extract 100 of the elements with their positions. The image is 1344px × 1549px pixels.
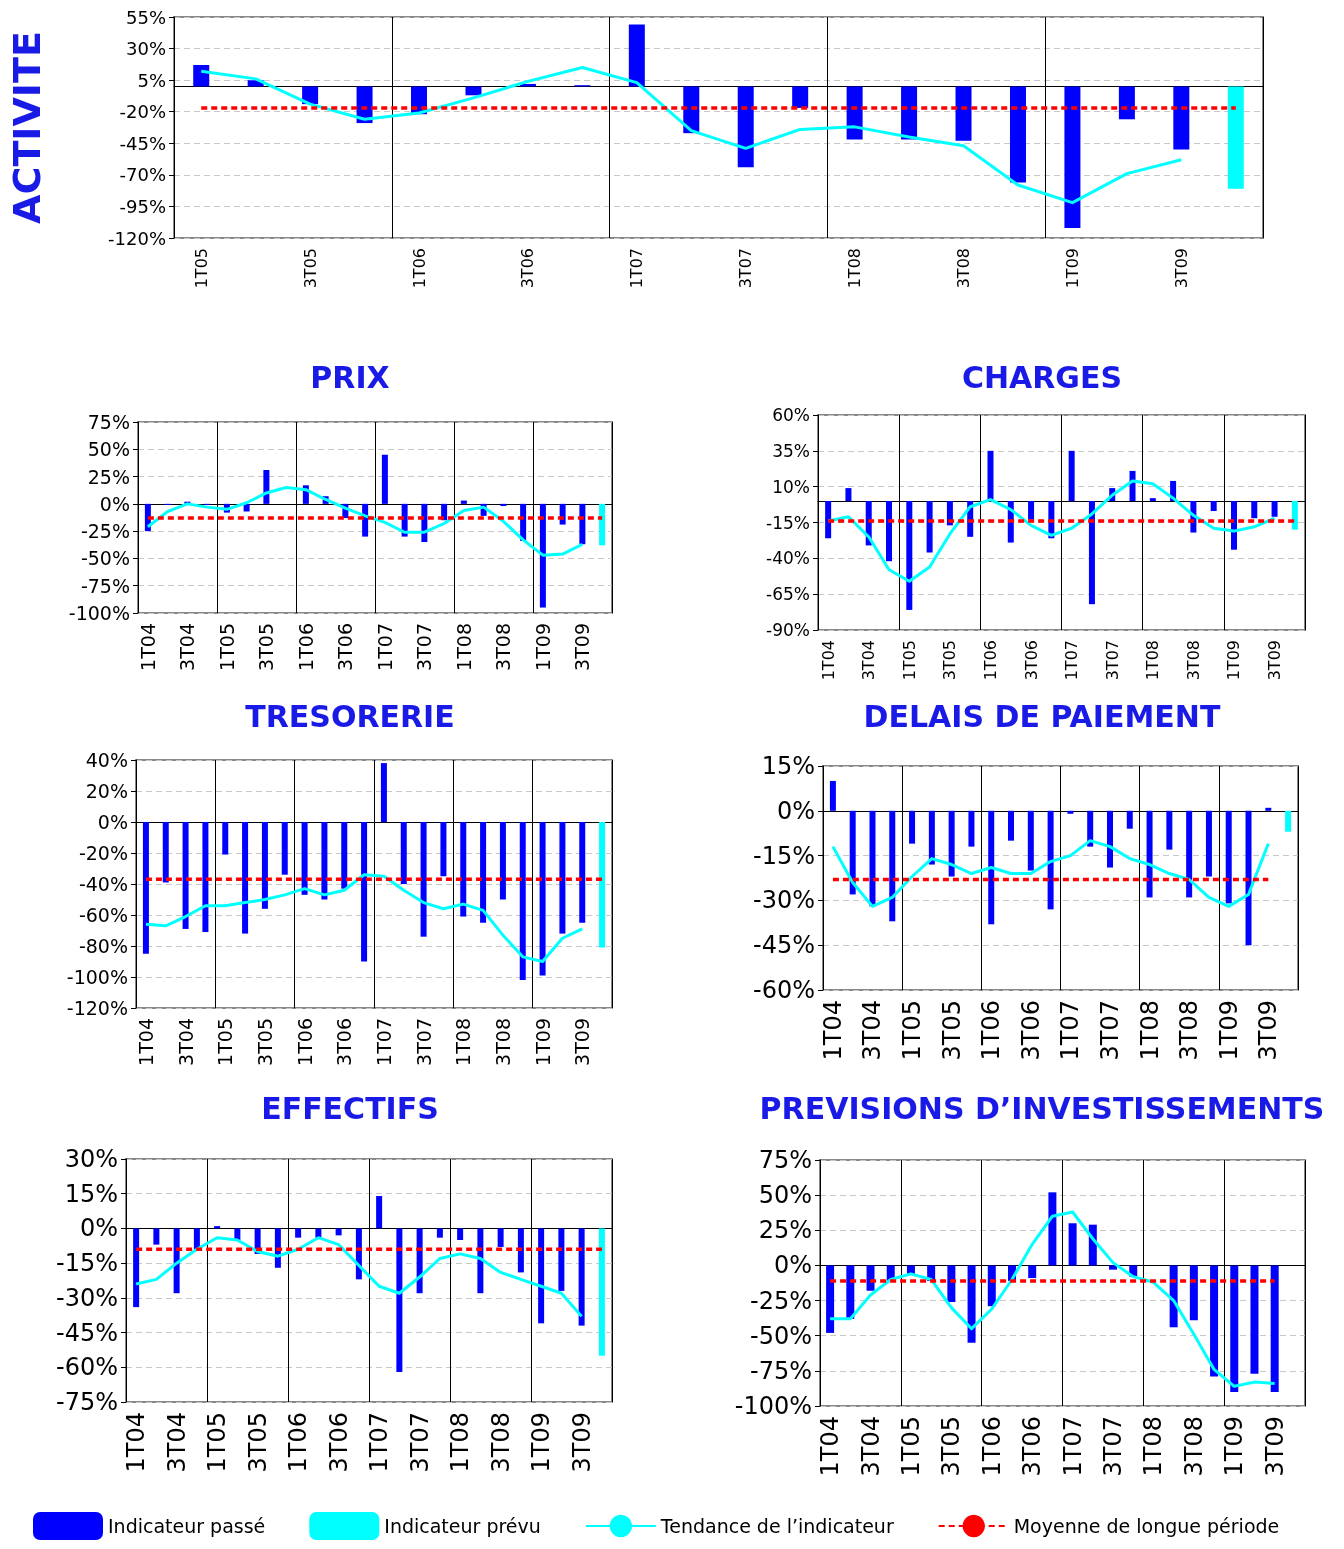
x-tick-label: 1T09 [527,1412,556,1473]
x-tick-label: 3T09 [571,1018,594,1066]
y-tick-label: 40% [85,749,128,771]
x-tick-label: 1T06 [977,1416,1006,1477]
bar [846,86,863,140]
bar [539,503,546,608]
y-tick-label: -45% [55,1318,118,1347]
bar [988,810,995,925]
y-tick-label: 0% [79,1214,118,1243]
y-tick-label: 0% [773,1251,812,1280]
x-tick-label: 3T08 [1175,1000,1204,1061]
bar [909,810,916,844]
x-tick-label: 1T07 [627,248,647,289]
x-tick-label: 1T07 [373,623,396,671]
x-tick-label: 1T08 [452,1018,475,1066]
line-series [144,873,584,963]
y-tick-label: 0% [776,796,815,825]
y-tick-label: -50% [749,1321,812,1350]
x-tick-label: 1T06 [294,623,317,671]
y-tick-label: -65% [766,584,810,605]
bar [436,1228,443,1238]
x-tick-label: 1T05 [203,1412,232,1473]
bar [948,810,955,877]
bar [1189,1265,1198,1321]
bar [538,1228,545,1324]
line-series [146,485,584,557]
x-tick-label: 3T05 [937,1416,966,1477]
x-tick-label: 1T08 [845,248,865,289]
bar [598,1228,605,1356]
bar [295,1228,302,1238]
y-tick-label: -120% [108,227,166,249]
x-tick-label: 3T08 [1183,640,1203,681]
x-tick-label: 1T09 [1214,1000,1243,1061]
bar [1068,1223,1077,1266]
x-tick-label: 1T06 [980,640,1000,681]
x-tick-label: 1T05 [214,1018,237,1066]
bar [599,503,606,546]
bar [1205,810,1212,877]
x-tick-label: 1T07 [1058,1416,1087,1477]
bar [1210,1265,1219,1377]
y-tick-label: 25% [87,465,130,488]
x-tick-label: 1T07 [372,1018,395,1066]
x-tick-label: 3T08 [1179,1416,1208,1477]
bar [1009,86,1026,183]
x-tick-label: 3T05 [937,1000,966,1061]
x-tick-label: 3T04 [174,1018,197,1066]
y-tick-label: 75% [758,1146,812,1174]
bar [826,1265,835,1333]
bar [1064,86,1081,228]
bar [1230,501,1237,550]
x-tick-label: 3T09 [1254,1000,1283,1061]
x-tick-label: 3T06 [1021,640,1041,681]
y-tick-label: 55% [125,6,166,28]
x-tick-label: 3T06 [1016,1000,1045,1061]
x-tick-label: 1T04 [134,1018,157,1066]
bar [737,86,754,168]
bar [1028,1265,1037,1279]
bar [1230,1265,1239,1392]
bar [1271,501,1278,517]
x-tick-label: 1T08 [1143,640,1163,681]
x-tick-label: 3T08 [491,1018,514,1066]
bar [558,1228,565,1291]
bar [845,488,852,501]
bar [889,810,896,922]
bar [869,810,876,907]
bar [1149,498,1156,501]
x-tick-label: 3T08 [492,623,515,671]
bar [928,810,935,865]
y-tick-label: 30% [64,1145,118,1173]
bar [1118,86,1135,120]
bar [1067,810,1074,814]
y-tick-label: 60% [772,405,810,425]
bar [1146,810,1153,898]
bar [193,64,210,87]
x-tick-label: 3T07 [736,248,756,289]
x-tick-label: 1T06 [409,248,429,289]
x-tick-label: 1T05 [899,640,919,681]
y-tick-label: -90% [766,620,810,640]
x-tick-label: 1T05 [898,1000,927,1061]
bar [1027,810,1034,871]
bar [153,1228,160,1245]
y-tick-label: -45% [752,931,815,960]
x-tick-label: 1T04 [816,1416,845,1477]
y-tick-label: -60% [752,976,815,1004]
bar [968,810,975,847]
x-tick-label: 1T07 [1062,640,1082,681]
x-tick-label: 1T05 [215,623,238,671]
x-tick-label: 1T08 [446,1412,475,1473]
bar [517,1228,524,1273]
bar [849,810,856,895]
bar [1265,807,1272,811]
bar [1047,810,1054,910]
chart-title: PREVISIONS D’INVESTISSEMENTS [759,1090,1325,1126]
x-tick-label: 3T07 [1099,1416,1128,1477]
legend-label: Indicateur passé [108,1515,266,1537]
y-tick-label: -45% [119,132,166,154]
y-tick-label: -30% [752,886,815,915]
x-tick-label: 1T09 [531,623,554,671]
bar [1285,810,1292,832]
x-tick-label: 3T04 [856,1416,885,1477]
